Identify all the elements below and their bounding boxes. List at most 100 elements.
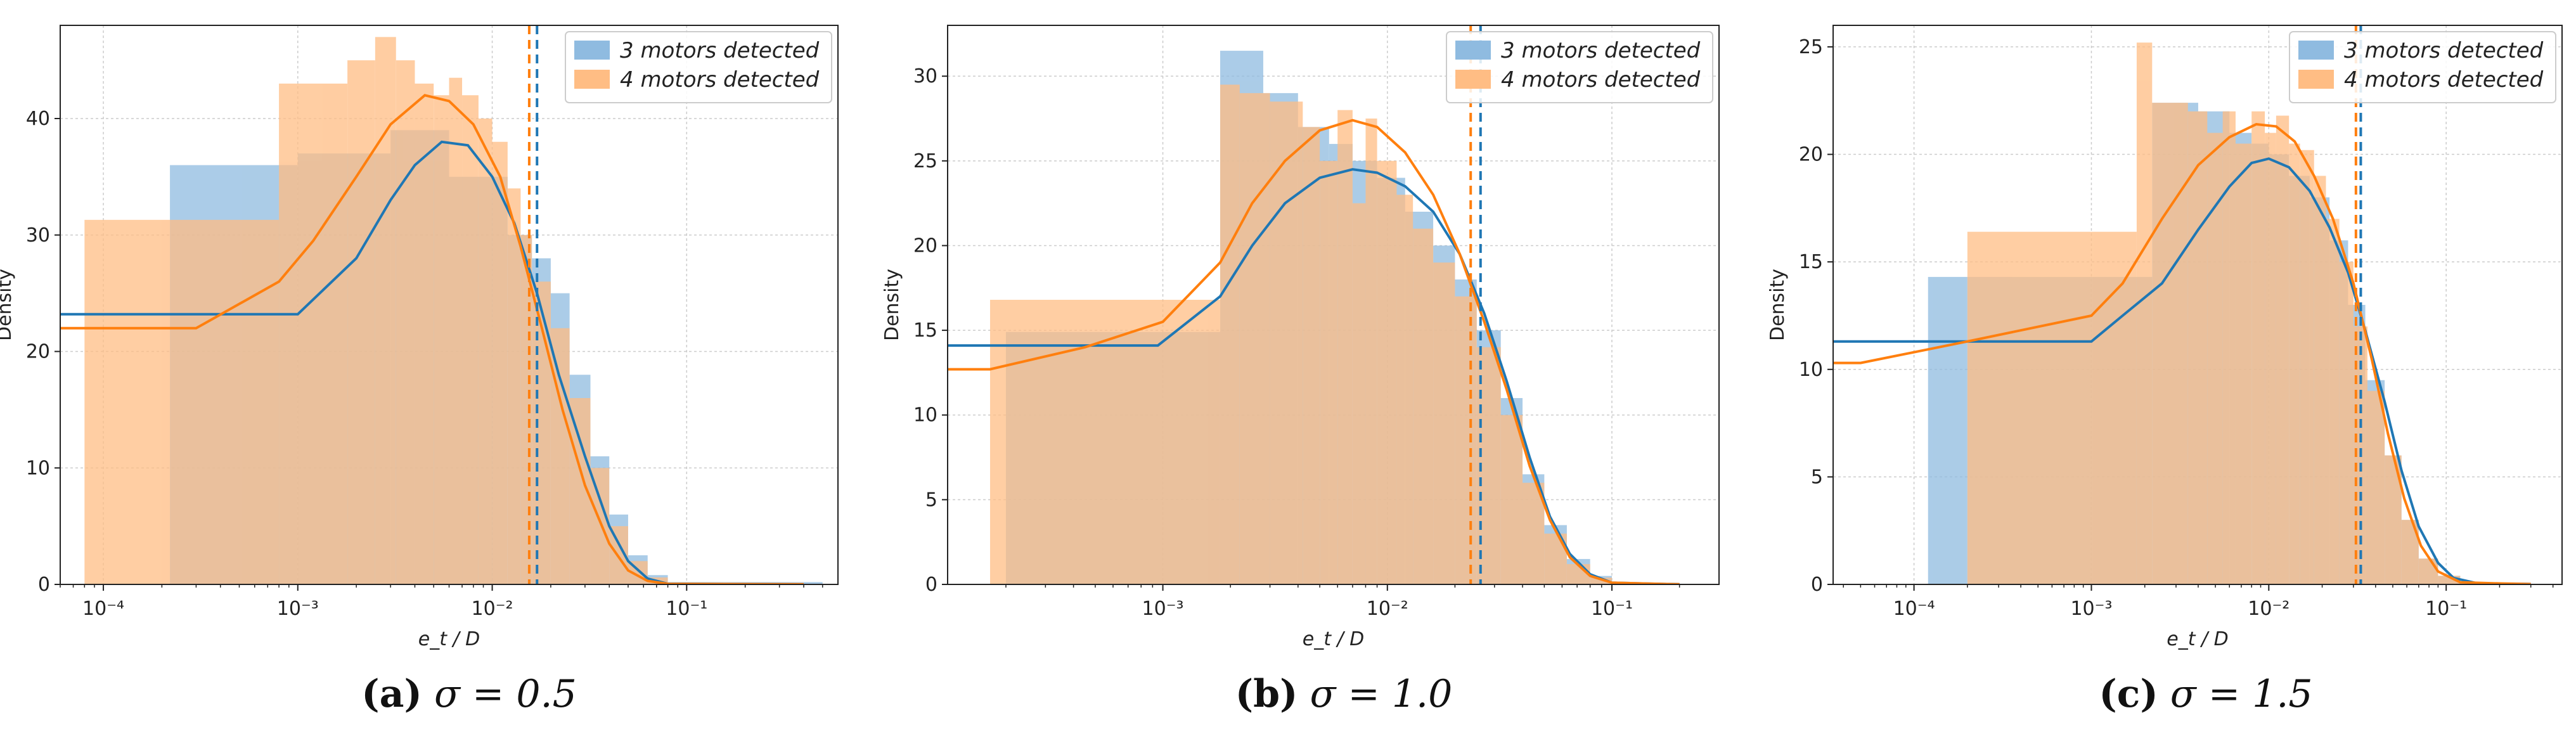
histogram-bar — [1413, 228, 1434, 584]
histogram-four-motors — [1967, 42, 2531, 584]
histogram-bar — [1967, 231, 2137, 584]
y-tick-label: 20 — [1799, 144, 1823, 166]
x-tick-label: 10⁻² — [1367, 598, 1408, 620]
plot-area — [948, 25, 1680, 584]
panel-caption: (b) σ = 1.0 — [1235, 672, 1453, 716]
histogram-bar — [2326, 219, 2340, 584]
histogram-four-motors — [989, 84, 1680, 584]
panel-caption: (c) σ = 1.5 — [2099, 672, 2312, 716]
histogram-bar — [84, 219, 171, 584]
histogram-bar — [1239, 93, 1270, 584]
histogram-bar — [989, 299, 1220, 584]
histogram-bar — [1270, 101, 1303, 584]
legend-label: 4 motors detected — [1501, 67, 1701, 93]
caption-space — [2158, 672, 2170, 716]
legend-label: 3 motors detected — [2344, 38, 2544, 63]
caption-letter: (c) — [2099, 672, 2158, 716]
histogram-bar — [2367, 390, 2385, 584]
caption-sigma: σ = 0.5 — [434, 672, 577, 716]
chart-panel-1: 0 10 20 30 40 10⁻⁴ 10⁻³ 10⁻² 10⁻¹ e_t / D Density 3… — [0, 25, 839, 716]
histogram-bar — [2418, 558, 2438, 584]
y-tick-label: 10 — [26, 457, 50, 479]
y-tick-label: 10 — [913, 404, 937, 427]
x-tick-label: 10⁻¹ — [2425, 598, 2467, 620]
kde-line-four-motors — [1833, 122, 2531, 584]
legend-swatch — [574, 41, 610, 60]
histogram-bar — [2276, 115, 2289, 584]
legend-swatch — [574, 70, 610, 89]
x-tick-label: 10⁻² — [472, 598, 513, 620]
plot-area — [60, 25, 823, 584]
kde-line-four-motors — [60, 94, 804, 584]
histogram-bar — [2265, 132, 2276, 584]
histogram-bar — [550, 328, 570, 584]
histogram-bar — [1396, 195, 1414, 584]
x-tick-label: 10⁻³ — [1142, 598, 1184, 620]
histogram-bar — [449, 77, 463, 584]
histogram-bar — [590, 468, 610, 584]
legend-swatch — [2298, 41, 2334, 60]
histogram-bar — [1220, 84, 1240, 584]
legend-label: 3 motors detected — [620, 38, 820, 63]
caption-letter: (a) — [361, 672, 422, 716]
histogram-bar — [375, 37, 396, 584]
caption-sigma: σ = 1.0 — [1310, 672, 1453, 716]
y-axis-label: Density — [1767, 269, 1789, 341]
legend: 3 motors detected 4 motors detected — [2289, 31, 2556, 103]
chart-panel-2: 0 5 10 15 20 25 30 10⁻³ 10⁻² 10⁻¹ e_t / D Density 3 … — [881, 25, 1720, 716]
y-axis-label: Density — [0, 269, 16, 341]
legend-label: 3 motors detected — [1501, 38, 1701, 63]
panel-caption: (a) σ = 0.5 — [361, 672, 577, 716]
histogram-bar — [1337, 110, 1353, 584]
y-tick-label: 20 — [26, 341, 50, 363]
histogram-bar — [170, 219, 280, 584]
histogram-bar — [2235, 143, 2252, 584]
histogram-bar — [2152, 103, 2188, 584]
y-tick-label: 15 — [913, 319, 937, 342]
histogram-bar — [2187, 111, 2208, 584]
legend-box — [1446, 31, 1713, 103]
histogram-bar — [1365, 119, 1377, 584]
y-tick-label: 15 — [1799, 251, 1823, 273]
histogram-bar — [2289, 143, 2300, 584]
histogram-bar — [1303, 127, 1320, 584]
y-tick-label: 30 — [26, 224, 50, 247]
y-tick-label: 10 — [1799, 359, 1823, 381]
x-axis-label: e_t / D — [1303, 628, 1365, 650]
y-tick-label: 40 — [26, 108, 50, 130]
histogram-bar — [1928, 276, 1967, 584]
histogram-bar — [1566, 563, 1590, 584]
y-tick-label: 20 — [913, 235, 937, 257]
y-tick-label: 5 — [1811, 466, 1823, 488]
histogram-bar — [415, 83, 434, 584]
histogram-bar — [1500, 415, 1523, 584]
histogram-bar — [2251, 111, 2265, 584]
histogram-bar — [2314, 176, 2326, 584]
plot-area — [1833, 25, 2531, 584]
kde-line-three-motors — [948, 168, 1680, 584]
legend-box — [565, 31, 832, 103]
x-axis-label: e_t / D — [418, 628, 480, 650]
caption-letter: (b) — [1235, 672, 1298, 716]
caption-sigma: σ = 1.5 — [2170, 672, 2313, 716]
y-axis-label: Density — [881, 269, 903, 341]
histogram-bar — [1377, 160, 1397, 584]
y-tick-label: 0 — [925, 574, 937, 596]
legend-swatch — [2298, 70, 2334, 89]
legend: 3 motors detected 4 motors detected — [565, 31, 832, 103]
histogram-bar — [1523, 482, 1545, 584]
x-tick-label: 10⁻⁴ — [1893, 598, 1935, 620]
x-axis-label: e_t / D — [2167, 628, 2229, 650]
legend-swatch — [1455, 70, 1491, 89]
histogram-bar — [1352, 203, 1366, 584]
axes-frame — [1832, 25, 2563, 585]
y-tick-label: 25 — [913, 150, 937, 172]
histogram-bar — [2339, 262, 2354, 584]
histogram-bar — [434, 95, 449, 584]
legend-box — [2289, 31, 2556, 103]
legend-swatch — [1455, 41, 1491, 60]
x-tick-label: 10⁻³ — [2070, 598, 2112, 620]
histogram-bar — [2300, 150, 2314, 584]
histogram-bar — [492, 141, 508, 584]
